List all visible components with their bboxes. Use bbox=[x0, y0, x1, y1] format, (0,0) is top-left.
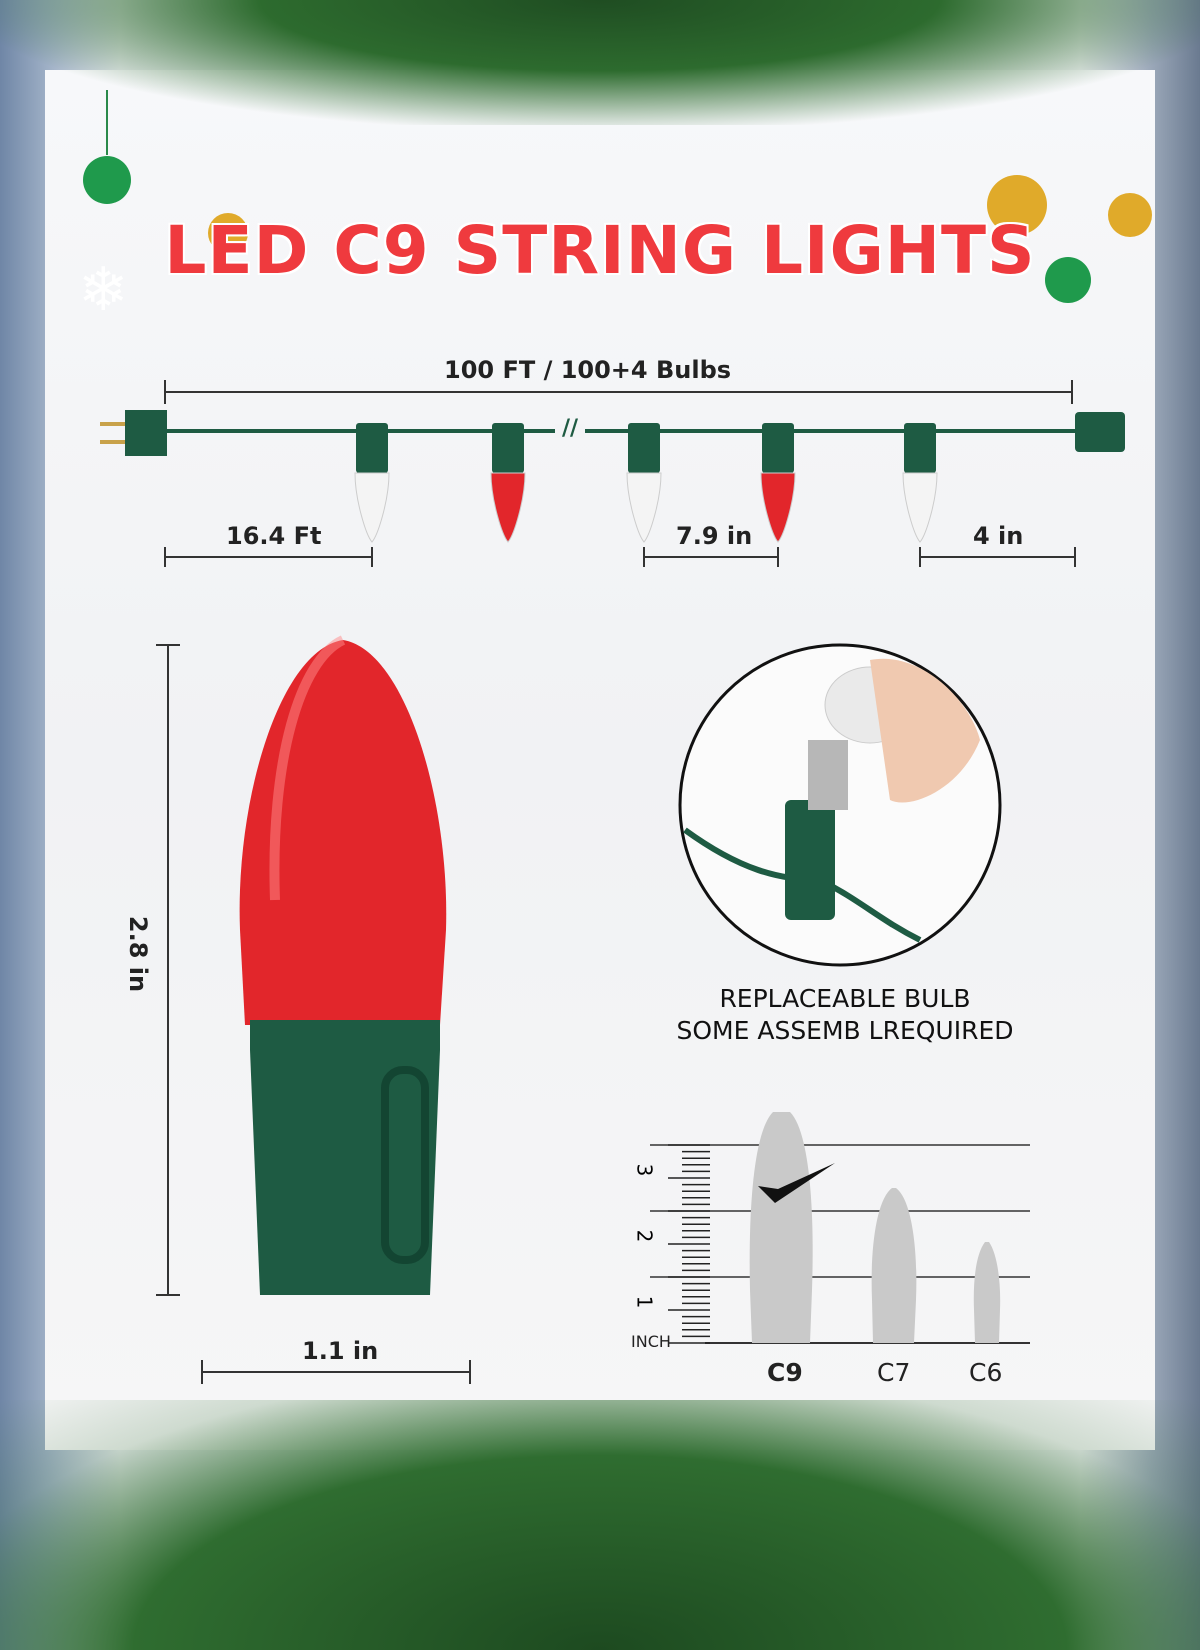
checkmark-icon bbox=[758, 1163, 835, 1203]
ruler-label-2: 2 bbox=[632, 1229, 657, 1243]
feature-line-2: SOME ASSEMB LREQUIRED bbox=[676, 1016, 1014, 1045]
gold-ornament-icon bbox=[208, 213, 248, 253]
ornament-icons: ❄ bbox=[78, 90, 1152, 325]
green-ornament-icon bbox=[1045, 257, 1091, 303]
size-comparison-chart bbox=[650, 1112, 1030, 1344]
gold-ornament-icon bbox=[987, 175, 1047, 235]
c9-silhouette bbox=[749, 1112, 813, 1343]
c9-label: C9 bbox=[767, 1358, 803, 1387]
string-bulb-white bbox=[354, 423, 390, 543]
male-plug bbox=[125, 410, 167, 456]
bulb-height-label: 2.8 in bbox=[124, 915, 153, 993]
bottom-garland-decoration bbox=[0, 1400, 1200, 1650]
string-diagram bbox=[100, 380, 1125, 567]
end-spacing-label: 4 in bbox=[973, 522, 1024, 550]
bulb-socket bbox=[250, 1020, 440, 1295]
string-bulb-red bbox=[490, 423, 526, 543]
string-bulb-red bbox=[760, 423, 796, 543]
green-ornament-icon bbox=[83, 156, 131, 204]
top-garland-decoration bbox=[0, 0, 1200, 125]
bulb-width-label: 1.1 in bbox=[302, 1337, 379, 1365]
ruler-label-1: 1 bbox=[632, 1295, 657, 1309]
ruler-label-3: 3 bbox=[632, 1163, 657, 1177]
c6-silhouette bbox=[973, 1242, 1001, 1343]
ruler-unit-label: INCH bbox=[631, 1332, 671, 1351]
bulb-spacing-label: 7.9 in bbox=[676, 522, 753, 550]
string-bulb-white bbox=[626, 423, 662, 543]
feature-line-1: REPLACEABLE BULB bbox=[719, 984, 971, 1013]
c7-silhouette bbox=[871, 1188, 917, 1343]
string-bulb-white bbox=[902, 423, 938, 543]
c6-label: C6 bbox=[969, 1358, 1003, 1387]
female-plug bbox=[1075, 412, 1125, 452]
total-length-label: 100 FT / 100+4 Bulbs bbox=[444, 356, 732, 384]
replaceable-bulb-photo bbox=[678, 643, 1002, 967]
snowflake-icon: ❄ bbox=[78, 255, 128, 325]
lead-length-label: 16.4 Ft bbox=[226, 522, 322, 550]
c7-label: C7 bbox=[877, 1358, 911, 1387]
break-mark: // bbox=[562, 416, 579, 441]
c9-bulb-image bbox=[156, 635, 471, 1384]
gold-ornament-icon bbox=[1108, 193, 1152, 237]
page-title: LED C9 STRING LIGHTS bbox=[164, 212, 1036, 289]
